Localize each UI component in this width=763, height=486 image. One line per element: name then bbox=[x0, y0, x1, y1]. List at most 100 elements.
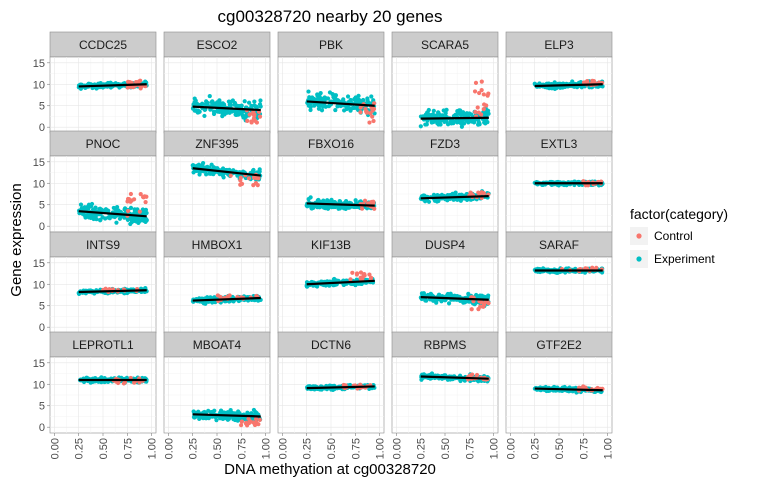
control-point bbox=[350, 270, 355, 275]
experiment-point bbox=[192, 96, 197, 101]
experiment-point bbox=[421, 193, 426, 198]
experiment-point bbox=[438, 113, 443, 118]
experiment-point bbox=[227, 104, 233, 109]
facet-extl3: EXTL3 bbox=[505, 130, 613, 233]
experiment-point bbox=[78, 202, 84, 207]
trend-line bbox=[78, 210, 147, 218]
x-tick-label: 0.75 bbox=[122, 438, 134, 459]
control-point bbox=[255, 176, 260, 181]
control-point bbox=[468, 373, 473, 378]
y-tick-label: 0 bbox=[39, 422, 45, 434]
experiment-point bbox=[141, 218, 146, 223]
trend-line bbox=[306, 202, 375, 207]
control-point bbox=[138, 78, 143, 83]
experiment-point bbox=[532, 81, 537, 86]
facet-label: SCARA5 bbox=[421, 38, 469, 52]
facet-label: HMBOX1 bbox=[192, 238, 243, 252]
experiment-point bbox=[204, 172, 209, 177]
experiment-point bbox=[192, 108, 197, 113]
experiment-point bbox=[462, 300, 467, 305]
control-point bbox=[128, 191, 134, 197]
facet-label: RBPMS bbox=[424, 338, 467, 352]
control-point bbox=[257, 114, 263, 119]
experiment-point bbox=[459, 124, 465, 129]
experiment-point bbox=[424, 122, 429, 127]
trend-line bbox=[192, 296, 261, 302]
experiment-point bbox=[348, 108, 353, 113]
facet-rbpms: RBPMS 0.00 0.25 0.50 0.75 1.00 bbox=[391, 331, 501, 459]
control-point bbox=[257, 417, 262, 422]
facet-fzd3: FZD3 bbox=[391, 130, 499, 233]
control-point bbox=[138, 192, 143, 197]
control-point bbox=[372, 206, 377, 211]
trend-line bbox=[192, 413, 261, 418]
x-tick-label: 1.00 bbox=[603, 438, 615, 459]
facet-label: PNOC bbox=[86, 137, 121, 151]
experiment-point bbox=[253, 409, 258, 415]
experiment-point bbox=[483, 118, 489, 123]
control-point bbox=[370, 114, 375, 119]
control-point bbox=[364, 110, 369, 115]
control-point bbox=[238, 423, 244, 428]
control-point bbox=[251, 116, 256, 121]
control-point bbox=[132, 380, 137, 385]
y-axis-title: Gene expression bbox=[8, 183, 25, 296]
experiment-point bbox=[227, 110, 232, 115]
experiment-point bbox=[82, 212, 87, 217]
experiment-point bbox=[115, 204, 120, 210]
x-tick-label: 0.50 bbox=[440, 438, 452, 459]
facet-scara5: SCARA5 bbox=[391, 31, 499, 134]
experiment-point bbox=[108, 80, 113, 85]
control-point bbox=[255, 182, 260, 188]
experiment-point bbox=[220, 166, 226, 171]
x-tick-label: 0.50 bbox=[326, 438, 338, 459]
facet-mboat4: MBOAT4 0.00 0.25 0.50 0.75 1.00 bbox=[163, 331, 273, 459]
control-point bbox=[251, 175, 257, 180]
facet-panels: CCDC25 0 5 10 15 ESCO2 PBK SCARA5 ELP3 PNOC 0 5 10 15… bbox=[33, 31, 615, 459]
control-point bbox=[362, 198, 368, 203]
experiment-point bbox=[308, 107, 313, 113]
facet-label: MBOAT4 bbox=[193, 338, 242, 352]
experiment-point bbox=[111, 205, 116, 211]
control-point bbox=[582, 385, 587, 390]
experiment-point bbox=[419, 291, 425, 296]
experiment-point bbox=[257, 167, 262, 172]
control-point bbox=[486, 91, 491, 96]
x-tick-label: 0.25 bbox=[530, 438, 542, 459]
experiment-point bbox=[353, 198, 358, 203]
experiment-point bbox=[326, 104, 332, 109]
experiment-point bbox=[239, 103, 244, 109]
experiment-point bbox=[333, 93, 338, 98]
facet-strip bbox=[505, 130, 613, 157]
experiment-point bbox=[318, 91, 323, 96]
facet-strip bbox=[49, 231, 157, 258]
x-tick-label: 1.00 bbox=[489, 438, 501, 459]
y-tick-label: 5 bbox=[39, 301, 45, 313]
facet-label: GTF2E2 bbox=[536, 338, 582, 352]
experiment-point bbox=[476, 119, 481, 124]
experiment-point bbox=[333, 107, 338, 113]
experiment-point bbox=[346, 205, 351, 210]
control-point bbox=[469, 307, 474, 312]
experiment-point bbox=[306, 103, 311, 108]
control-point bbox=[361, 272, 366, 278]
experiment-point bbox=[436, 110, 441, 115]
control-point bbox=[475, 105, 480, 110]
control-point bbox=[372, 101, 377, 106]
y-tick-label: 5 bbox=[39, 101, 45, 113]
experiment-point bbox=[466, 291, 471, 296]
experiment-point bbox=[345, 94, 351, 99]
experiment-point bbox=[191, 102, 196, 107]
experiment-point bbox=[348, 97, 353, 103]
control-point bbox=[473, 109, 478, 115]
experiment-point bbox=[226, 99, 232, 104]
x-tick-label: 0.75 bbox=[464, 438, 476, 459]
x-tick-label: 0.50 bbox=[554, 438, 566, 459]
control-point bbox=[137, 380, 142, 385]
facet-strip bbox=[163, 231, 271, 258]
control-point bbox=[247, 112, 252, 117]
experiment-point bbox=[212, 101, 217, 106]
facet-strip bbox=[277, 31, 385, 58]
experiment-point bbox=[244, 113, 249, 118]
control-point bbox=[594, 265, 599, 270]
